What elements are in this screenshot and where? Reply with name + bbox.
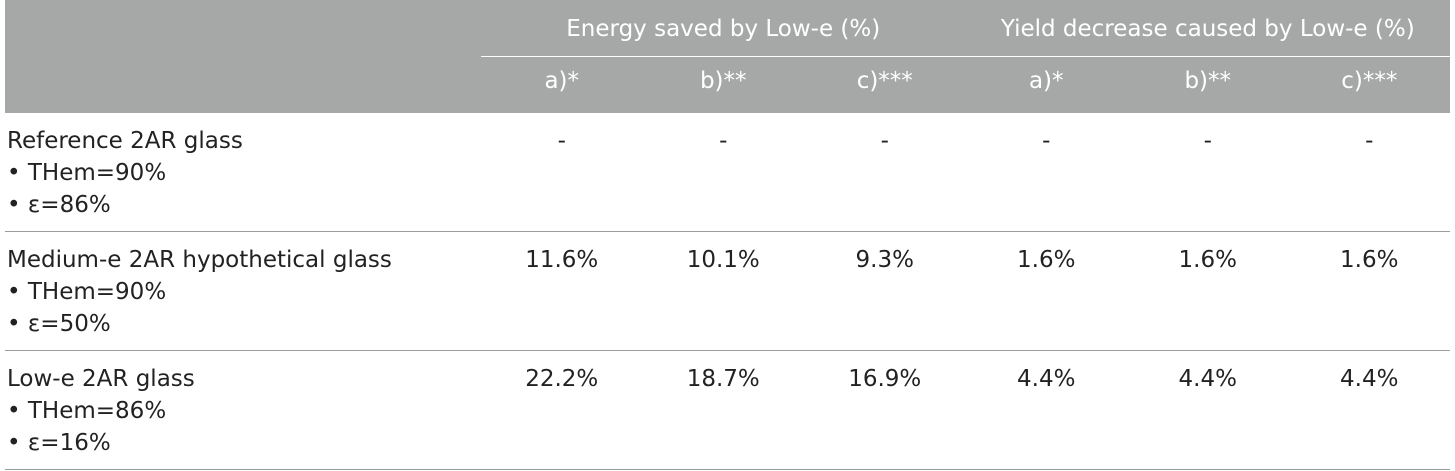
row-label-cell: Low-e 2AR glass • THem=86% • ε=16% [5,350,481,470]
row-label-cell: Reference 2AR glass • THem=90% • ε=86% [5,113,481,232]
row-bullet-transmittance: • THem=90% [7,160,167,186]
row-bullet-transmittance: • THem=90% [7,279,167,305]
row-bullet-transmittance: • THem=86% [7,398,167,424]
value-cell: - [1288,113,1451,232]
table-header: Energy saved by Low-e (%) Yield decrease… [5,0,1451,113]
value-cell: 4.4% [965,350,1127,470]
table-body: Reference 2AR glass • THem=90% • ε=86% -… [5,113,1451,470]
header-yield-col-a: a)* [965,57,1127,113]
row-label: Reference 2AR glass [7,128,243,154]
header-energy-col-c: c)*** [804,57,966,113]
value-cell: 4.4% [1127,350,1289,470]
value-cell: 1.6% [1127,231,1289,351]
low-e-results-table: Energy saved by Low-e (%) Yield decrease… [5,0,1451,470]
value-cell: 4.4% [1288,350,1451,470]
value-cell: 22.2% [481,350,643,470]
header-yield-col-c: c)*** [1288,57,1451,113]
value-cell: 1.6% [965,231,1127,351]
table-row: Low-e 2AR glass • THem=86% • ε=16% 22.2%… [5,350,1451,470]
row-bullet-emissivity: • ε=86% [7,192,111,218]
row-label: Low-e 2AR glass [7,366,195,392]
header-group-yield-decrease: Yield decrease caused by Low-e (%) [965,0,1451,57]
header-yield-col-b: b)** [1127,57,1289,113]
value-cell: - [804,113,966,232]
row-bullet-emissivity: • ε=50% [7,311,111,337]
header-subcolumn-row: a)* b)** c)*** a)* b)** c)*** [5,57,1451,113]
value-cell: - [965,113,1127,232]
value-cell: - [1127,113,1289,232]
results-table-container: Energy saved by Low-e (%) Yield decrease… [5,0,1455,470]
header-corner-cell-lower [5,57,481,113]
header-group-energy-saved: Energy saved by Low-e (%) [481,0,966,57]
value-cell: 10.1% [642,231,804,351]
header-group-row: Energy saved by Low-e (%) Yield decrease… [5,0,1451,57]
row-label: Medium-e 2AR hypothetical glass [7,247,392,273]
value-cell: - [481,113,643,232]
header-energy-col-a: a)* [481,57,643,113]
value-cell: 16.9% [804,350,966,470]
value-cell: 18.7% [642,350,804,470]
header-corner-cell [5,0,481,57]
table-row: Medium-e 2AR hypothetical glass • THem=9… [5,231,1451,351]
value-cell: 11.6% [481,231,643,351]
value-cell: - [642,113,804,232]
table-row: Reference 2AR glass • THem=90% • ε=86% -… [5,113,1451,232]
row-label-cell: Medium-e 2AR hypothetical glass • THem=9… [5,231,481,351]
row-bullet-emissivity: • ε=16% [7,430,111,456]
value-cell: 9.3% [804,231,966,351]
header-energy-col-b: b)** [642,57,804,113]
value-cell: 1.6% [1288,231,1451,351]
